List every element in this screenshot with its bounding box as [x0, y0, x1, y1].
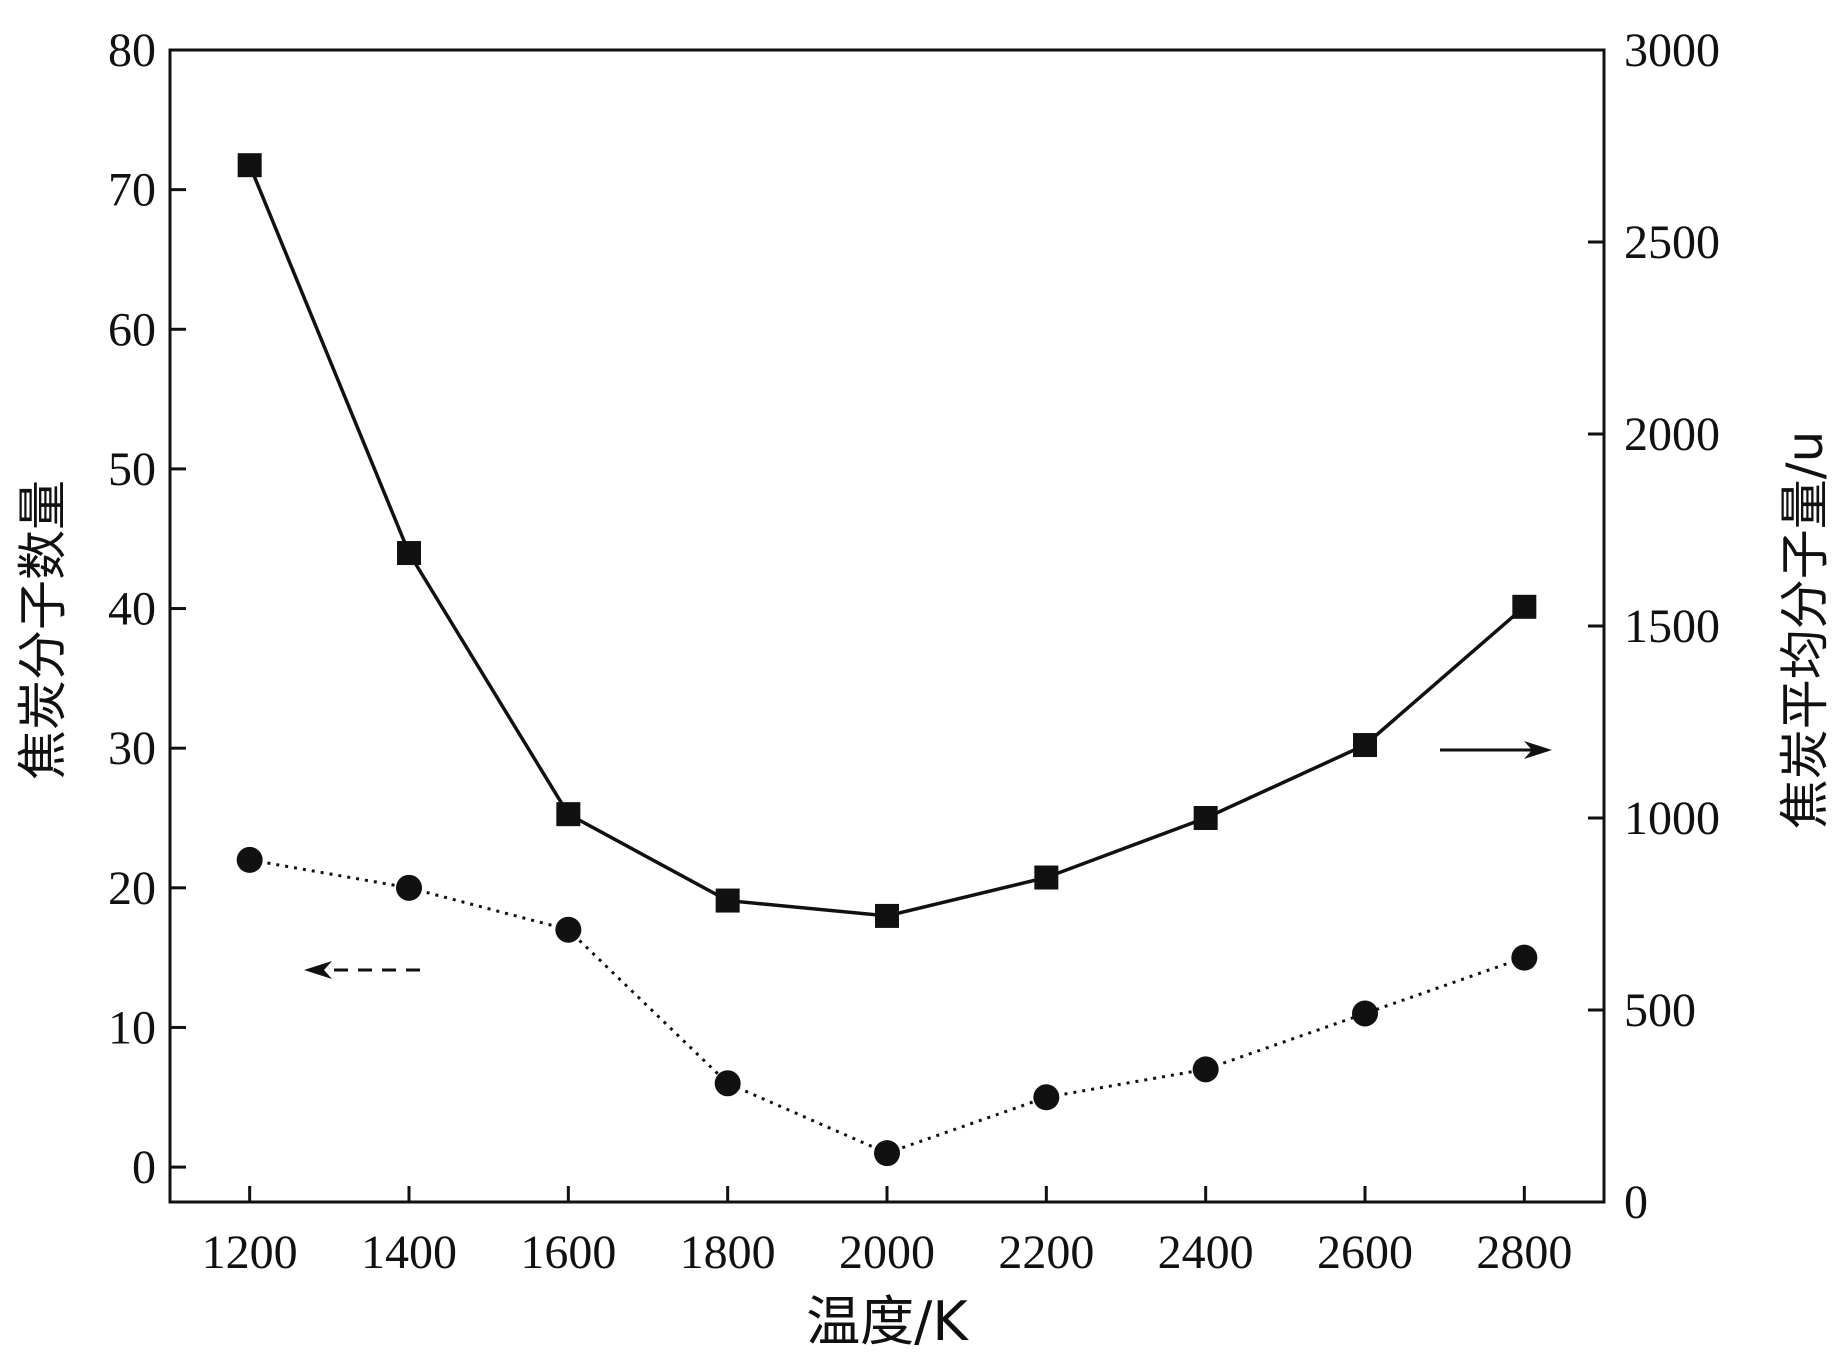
data-point-circle: [1033, 1084, 1060, 1111]
data-point-circle: [1352, 1000, 1378, 1027]
right-y-tick-label: 1500: [1624, 600, 1720, 653]
x-tick-label: 1200: [202, 1226, 298, 1279]
arrow-left-head: [304, 961, 332, 979]
x-tick-label: 2400: [1158, 1226, 1254, 1279]
x-tick-label: 1600: [520, 1226, 616, 1279]
left-y-tick-label: 50: [108, 443, 156, 496]
left-y-tick-label: 20: [108, 862, 156, 915]
x-axis-ticks: 1200 1400 1600 1800 2000 2200 2400 2600 2800: [202, 1186, 1572, 1279]
data-point-square: [237, 153, 262, 178]
x-tick-label: 2800: [1476, 1226, 1572, 1279]
data-point-circle: [396, 874, 422, 901]
left-y-tick-label: 0: [132, 1141, 156, 1194]
data-point-circle: [714, 1070, 741, 1097]
right-y-tick-label: 0: [1624, 1176, 1648, 1229]
x-tick-label: 2000: [839, 1226, 935, 1279]
left-y-tick-label: 40: [108, 583, 156, 636]
left-y-tick-label: 60: [108, 303, 156, 356]
x-tick-label: 1800: [680, 1226, 776, 1279]
right-y-axis-ticks: 0 500 1000 1500 2000 2500 3000: [1588, 24, 1720, 1229]
data-point-square: [715, 888, 740, 913]
data-point-square: [875, 903, 899, 928]
data-point-circle: [1192, 1056, 1219, 1083]
plot-frame: [168, 48, 1606, 1204]
right-y-tick-label: 500: [1624, 984, 1696, 1037]
series-layer: [236, 153, 1538, 1167]
data-point-circle: [874, 1140, 900, 1167]
arrow-right-head: [1524, 741, 1552, 759]
data-point-square: [1193, 806, 1218, 830]
annotation-layer: [304, 741, 1552, 979]
right-y-tick-label: 2500: [1624, 216, 1720, 269]
x-tick-label: 2600: [1317, 1226, 1413, 1279]
data-point-circle: [1511, 944, 1538, 971]
data-point-square: [556, 802, 581, 827]
x-axis-title: 温度/K: [806, 1290, 969, 1353]
data-point-circle: [236, 846, 263, 873]
right-y-tick-label: 1000: [1624, 792, 1720, 845]
left-y-tick-label: 10: [108, 1001, 156, 1054]
data-point-square: [1034, 865, 1059, 890]
right-y-axis-title: 焦炭平均分子量/u: [1776, 431, 1834, 830]
data-point-square: [1353, 733, 1377, 758]
x-tick-label: 2200: [998, 1226, 1094, 1279]
data-point-square: [1512, 594, 1537, 619]
left-y-tick-label: 30: [108, 722, 156, 775]
left-y-tick-label: 80: [108, 24, 156, 77]
right-y-tick-label: 3000: [1624, 24, 1720, 77]
x-tick-label: 1400: [361, 1226, 457, 1279]
left-y-axis-ticks: 0 10 20 30 40 50 60 70 80: [108, 24, 186, 1194]
series-line-right-axis: [248, 164, 1526, 918]
data-point-circle: [555, 916, 582, 943]
series-line-left-axis: [249, 858, 1525, 1155]
data-point-square: [397, 541, 421, 566]
right-y-tick-label: 2000: [1624, 408, 1720, 461]
left-y-tick-label: 70: [108, 164, 156, 217]
left-y-axis-title: 焦炭分子数量: [14, 480, 72, 780]
